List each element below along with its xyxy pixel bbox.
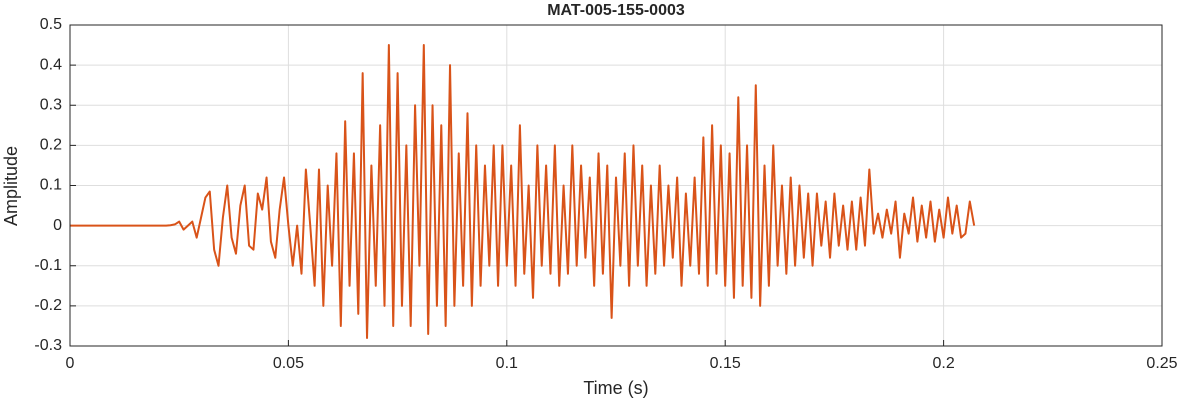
y-tick-label: 0.3 <box>40 96 62 113</box>
plot-frame <box>69 24 1163 347</box>
y-tick-label: -0.1 <box>34 257 62 274</box>
y-axis-label: Amplitude <box>1 146 21 226</box>
x-tick-label: 0.05 <box>273 355 304 372</box>
x-tick-label: 0.2 <box>932 355 954 372</box>
y-tick-label: 0 <box>53 217 62 234</box>
y-tick-label: 0.4 <box>40 56 62 73</box>
y-tick-label: 0.1 <box>40 177 62 194</box>
x-tick-label: 0.25 <box>1146 355 1177 372</box>
chart-title: MAT-005-155-0003 <box>547 2 685 19</box>
x-tick-label: 0 <box>66 355 75 372</box>
x-axis-label: Time (s) <box>583 378 648 398</box>
y-tick-label: -0.2 <box>34 297 62 314</box>
waveform-line <box>70 44 976 339</box>
y-tick-label: 0.5 <box>40 16 62 33</box>
y-tick-label: -0.3 <box>34 337 62 354</box>
y-tick-label: 0.2 <box>40 137 62 154</box>
x-tick-label: 0.15 <box>710 355 741 372</box>
x-tick-label: 0.1 <box>496 355 518 372</box>
